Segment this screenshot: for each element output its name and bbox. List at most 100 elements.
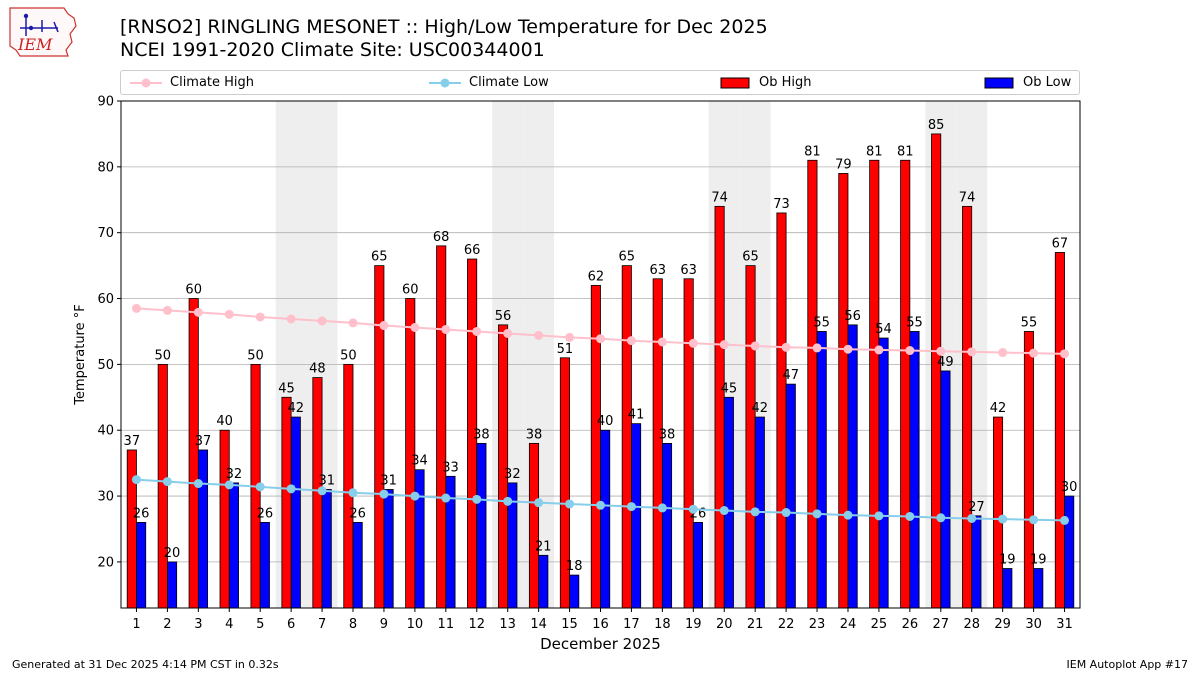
legend-patch-icon — [719, 76, 751, 90]
climate-high-point — [286, 314, 296, 324]
ob-high-bar — [869, 159, 880, 609]
ob-low-label: 41 — [628, 408, 645, 423]
x-tick-label: 16 — [592, 617, 609, 632]
climate-high-point — [596, 334, 605, 344]
footer-app: IEM Autoplot App #17 — [1066, 658, 1189, 671]
climate-low-point — [286, 484, 296, 494]
climate-low-point — [131, 475, 141, 485]
ob-high-bar — [157, 363, 168, 609]
ob-high-bar — [683, 278, 694, 609]
climate-low-point — [317, 486, 327, 496]
iem-logo: IEM — [6, 6, 80, 60]
climate-high-point — [162, 305, 172, 315]
ob-high-label: 74 — [959, 190, 976, 205]
ob-low-bar — [414, 469, 425, 609]
ob-low-bar — [723, 396, 734, 609]
climate-high-point — [998, 348, 1008, 358]
ob-low-bar — [785, 383, 796, 609]
ob-high-label: 51 — [557, 342, 574, 357]
ob-low-bar — [228, 482, 239, 609]
x-tick-label: 14 — [530, 617, 547, 632]
ob-high-label: 42 — [990, 401, 1007, 416]
climate-high-point — [874, 345, 884, 355]
ob-low-label: 31 — [380, 473, 397, 488]
climate-low-point — [719, 506, 729, 516]
climate-high-point — [503, 328, 513, 338]
ob-high-bar — [219, 429, 230, 609]
logo-text: IEM — [17, 35, 53, 54]
x-tick-label: 23 — [809, 617, 826, 632]
ob-high-label: 63 — [680, 263, 697, 278]
x-tick-label: 20 — [716, 617, 733, 632]
ob-low-bar — [600, 429, 611, 609]
ob-low-label: 42 — [752, 401, 769, 416]
ob-low-label: 26 — [349, 506, 366, 521]
legend-item-climate-high: Climate High — [130, 71, 254, 94]
ob-high-label: 68 — [433, 230, 450, 245]
chart-title: [RNSO2] RINGLING MESONET :: High/Low Tem… — [120, 16, 768, 38]
x-tick-label: 29 — [994, 617, 1011, 632]
ob-high-label: 63 — [649, 263, 666, 278]
climate-high-point — [719, 340, 729, 350]
climate-low-point — [1060, 515, 1070, 525]
x-tick-label: 30 — [1025, 617, 1042, 632]
climate-high-point — [441, 324, 451, 334]
climate-low-point — [410, 491, 420, 501]
ob-high-label: 62 — [588, 269, 605, 284]
x-tick-label: 22 — [778, 617, 795, 632]
y-tick-label: 30 — [97, 490, 114, 505]
x-tick-label: 6 — [287, 617, 295, 632]
x-tick-label: 13 — [499, 617, 516, 632]
x-tick-label: 4 — [225, 617, 233, 632]
ob-high-bar — [188, 298, 199, 609]
ob-low-label: 55 — [906, 315, 923, 330]
plot-frame — [120, 100, 1081, 609]
x-tick-label: 12 — [468, 617, 485, 632]
x-tick-label: 19 — [685, 617, 702, 632]
climate-low-point — [843, 510, 853, 520]
x-tick-label: 3 — [194, 617, 202, 632]
ob-low-label: 40 — [597, 414, 614, 429]
climate-high-point — [317, 316, 327, 326]
climate-high-point — [936, 346, 946, 356]
y-tick-label: 20 — [97, 555, 114, 570]
x-tick-label: 26 — [902, 617, 919, 632]
climate-low-point — [503, 496, 513, 506]
ob-high-bar — [590, 284, 601, 609]
x-tick-label: 25 — [871, 617, 888, 632]
legend-label: Ob Low — [1023, 75, 1072, 90]
ob-low-bar — [197, 449, 209, 609]
ob-low-label: 20 — [164, 546, 181, 561]
ob-low-bar — [631, 423, 642, 609]
legend-line-marker-icon — [130, 76, 162, 90]
climate-low-point — [998, 514, 1008, 524]
ob-high-label: 60 — [185, 283, 202, 298]
ob-low-label: 27 — [968, 500, 985, 515]
ob-low-bar — [661, 442, 673, 609]
ob-high-label: 56 — [495, 309, 512, 324]
ob-low-label: 18 — [566, 559, 583, 574]
ob-high-bar — [714, 205, 725, 609]
climate-high-point — [565, 332, 575, 342]
ob-low-label: 26 — [257, 506, 274, 521]
ob-low-bar — [136, 522, 147, 609]
y-tick-label: 80 — [97, 160, 114, 175]
ob-high-label: 65 — [619, 250, 636, 265]
climate-low-point — [812, 509, 822, 519]
climate-high-point — [534, 330, 544, 340]
legend-item-ob-low: Ob Low — [983, 71, 1071, 94]
ob-low-bar — [538, 554, 549, 609]
ob-low-bar — [1002, 568, 1013, 609]
x-tick-label: 31 — [1056, 617, 1073, 632]
y-tick-label: 40 — [97, 424, 114, 439]
x-tick-label: 21 — [747, 617, 764, 632]
x-tick-label: 7 — [318, 617, 326, 632]
x-tick-label: 24 — [840, 617, 857, 632]
y-axis-label: Temperature °F — [73, 304, 88, 405]
y-tick-label: 90 — [97, 95, 114, 110]
ob-high-bar — [776, 212, 787, 609]
climate-low-point — [967, 513, 977, 523]
ob-low-bar — [1033, 568, 1044, 609]
climate-high-point — [688, 338, 698, 348]
ob-high-bar — [1054, 252, 1065, 609]
